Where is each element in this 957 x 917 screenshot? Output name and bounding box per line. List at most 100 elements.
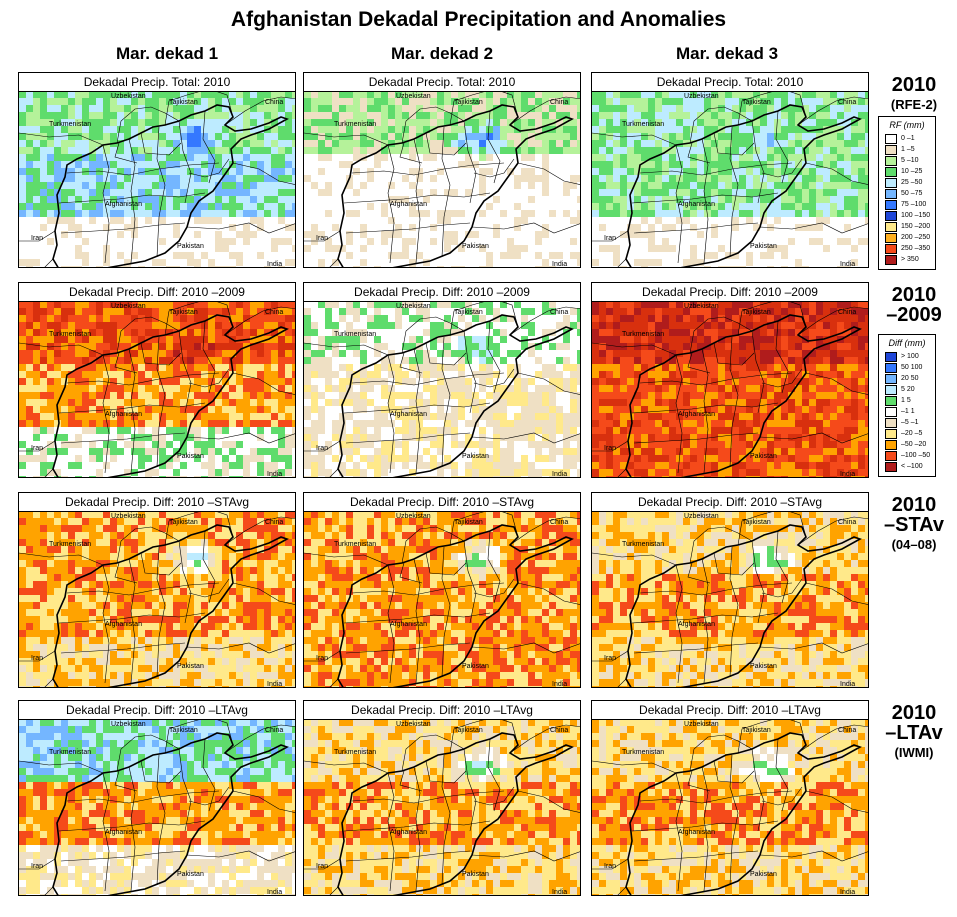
province-border	[639, 162, 793, 176]
raster-cell	[521, 392, 528, 399]
raster-cell	[180, 364, 187, 371]
raster-cell	[704, 140, 711, 147]
raster-cell	[767, 217, 774, 224]
raster-cell	[437, 322, 444, 329]
raster-cell	[304, 210, 311, 217]
raster-cell	[68, 399, 75, 406]
raster-cell	[89, 231, 96, 238]
raster-cell	[788, 133, 795, 140]
raster-cell	[767, 245, 774, 252]
place-label: Pakistan	[750, 243, 777, 250]
raster-cell	[236, 392, 243, 399]
raster-cell	[33, 266, 40, 267]
raster-cell	[285, 462, 292, 469]
raster-cell	[75, 406, 82, 413]
raster-cell	[208, 182, 215, 189]
raster-cell	[222, 315, 229, 322]
raster-cell	[26, 112, 33, 119]
raster-cell	[613, 147, 620, 154]
raster-cell	[367, 217, 374, 224]
province-border	[473, 158, 515, 178]
raster-cell	[194, 427, 201, 434]
raster-cell	[823, 238, 830, 245]
raster-cell	[173, 245, 180, 252]
raster-cell	[493, 133, 500, 140]
raster-cell	[278, 371, 285, 378]
raster-cell	[180, 98, 187, 105]
raster-cell	[47, 133, 54, 140]
raster-cell	[47, 112, 54, 119]
raster-cell	[514, 343, 521, 350]
raster-cell	[360, 98, 367, 105]
raster-cell	[367, 378, 374, 385]
raster-cell	[187, 427, 194, 434]
raster-cell	[166, 119, 173, 126]
raster-cell	[620, 259, 627, 266]
place-label: Pakistan	[177, 243, 204, 250]
raster-cell	[96, 203, 103, 210]
raster-cell	[570, 385, 577, 392]
raster-cell	[486, 315, 493, 322]
raster-cell	[360, 231, 367, 238]
raster-cell	[381, 203, 388, 210]
raster-cell	[528, 308, 535, 315]
raster-cell	[592, 224, 599, 231]
raster-cell	[416, 322, 423, 329]
raster-cell	[145, 238, 152, 245]
raster-cell	[865, 224, 868, 231]
raster-cell	[152, 413, 159, 420]
raster-cell	[851, 238, 858, 245]
raster-cell	[465, 301, 472, 308]
raster-layer	[19, 91, 295, 267]
raster-cell	[606, 266, 613, 267]
raster-cell	[173, 343, 180, 350]
raster-cell	[278, 406, 285, 413]
raster-cell	[563, 98, 570, 105]
raster-cell	[451, 413, 458, 420]
raster-cell	[271, 189, 278, 196]
raster-cell	[145, 98, 152, 105]
raster-cell	[353, 238, 360, 245]
raster-cell	[774, 161, 781, 168]
raster-cell	[528, 112, 535, 119]
raster-cell	[311, 161, 318, 168]
raster-cell	[89, 385, 96, 392]
raster-cell	[556, 315, 563, 322]
raster-cell	[61, 91, 68, 98]
raster-cell	[641, 133, 648, 140]
raster-cell	[388, 231, 395, 238]
raster-cell	[746, 175, 753, 182]
raster-cell	[592, 203, 599, 210]
raster-cell	[823, 189, 830, 196]
raster-cell	[472, 252, 479, 259]
raster-cell	[103, 301, 110, 308]
raster-cell	[124, 161, 131, 168]
raster-cell	[830, 203, 837, 210]
raster-cell	[823, 154, 830, 161]
raster-cell	[208, 210, 215, 217]
raster-cell	[68, 126, 75, 133]
raster-cell	[416, 98, 423, 105]
raster-cell	[166, 413, 173, 420]
raster-cell	[788, 182, 795, 189]
raster-cell	[711, 259, 718, 266]
raster-cell	[131, 329, 138, 336]
raster-cell	[325, 378, 332, 385]
raster-cell	[26, 259, 33, 266]
raster-cell	[746, 98, 753, 105]
raster-cell	[278, 378, 285, 385]
raster-cell	[145, 133, 152, 140]
raster-cell	[416, 189, 423, 196]
raster-cell	[346, 91, 353, 98]
raster-cell	[229, 462, 236, 469]
raster-cell	[402, 385, 409, 392]
raster-cell	[718, 203, 725, 210]
raster-cell	[257, 448, 264, 455]
raster-cell	[61, 189, 68, 196]
raster-cell	[507, 245, 514, 252]
raster-cell	[641, 140, 648, 147]
raster-cell	[152, 357, 159, 364]
raster-cell	[837, 231, 844, 238]
raster-cell	[444, 252, 451, 259]
raster-cell	[718, 161, 725, 168]
